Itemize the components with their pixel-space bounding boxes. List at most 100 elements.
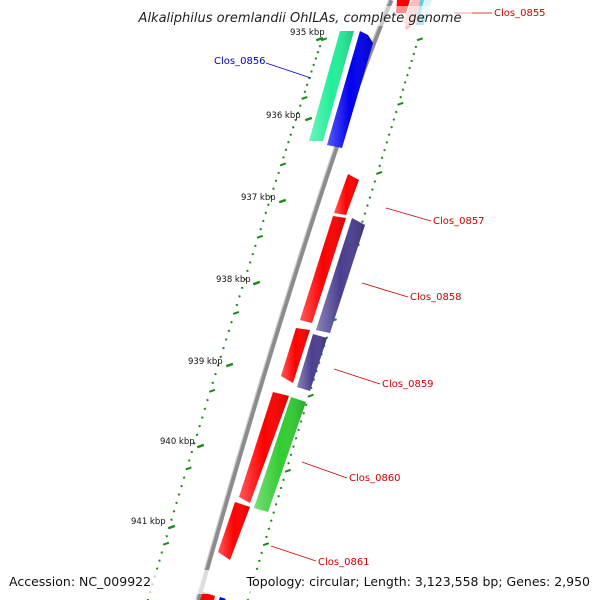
kbp-tick-941 [167, 524, 176, 530]
track-dot [292, 445, 295, 448]
track-dot [155, 567, 159, 570]
track-dot [277, 171, 280, 175]
track-dot [216, 364, 220, 367]
track-dot [251, 252, 255, 256]
kbp-label-939: 939 kbp [188, 357, 223, 367]
gene-clos-0858[interactable] [316, 218, 365, 333]
track-dot [282, 478, 285, 482]
track-dot [274, 503, 278, 506]
track-dot [187, 459, 191, 462]
gene-label-clos-0858[interactable]: Clos_0858 [410, 292, 462, 303]
gene-clos-0857[interactable] [300, 174, 359, 323]
track-dot [224, 338, 228, 341]
track-dot [270, 519, 273, 522]
track-dot [195, 433, 199, 437]
kbp-label-938: 938 kbp [216, 275, 251, 285]
track-dot [284, 468, 292, 473]
track-dot [307, 393, 314, 398]
track-dot [255, 567, 259, 571]
kbp-tick-937 [278, 198, 287, 204]
track-dot [146, 598, 150, 600]
track-dot [208, 388, 216, 393]
track-dot [363, 212, 367, 215]
track-dot [272, 187, 275, 190]
kbp-tick-936 [304, 116, 313, 122]
track-dot [378, 164, 381, 168]
track-dot [406, 73, 409, 77]
track-dot [305, 83, 309, 87]
track-dot [248, 261, 252, 264]
kbp-label-935: 935 kbp [290, 28, 325, 38]
track-dot [282, 156, 285, 159]
gene-label-clos-0857[interactable]: Clos_0857 [433, 216, 485, 227]
gene-clos-0861[interactable] [218, 502, 250, 560]
accession-text: Accession: NC_009922 [9, 574, 151, 589]
track-dot [284, 148, 288, 152]
track-dot [361, 220, 364, 223]
track-dot [299, 104, 302, 107]
track-dot [397, 101, 404, 106]
track-dot [240, 286, 244, 290]
inner-dotted-track [146, 37, 328, 600]
track-dot [264, 211, 268, 215]
track-dot [246, 269, 249, 273]
map-title: Alkaliphilus oremlandii OhILAs, complete… [138, 11, 462, 26]
track-dot [272, 511, 275, 514]
gene-label-clos-0859[interactable]: Clos_0859 [382, 379, 434, 390]
track-dot [246, 598, 250, 600]
track-dot [172, 510, 176, 513]
track-dot [318, 44, 322, 48]
track-dot [294, 118, 297, 122]
track-dot [299, 420, 303, 423]
genome-backbone [195, 0, 394, 600]
track-dot [296, 111, 300, 115]
track-dot [394, 110, 398, 114]
gene-label-clos-0856[interactable]: Clos_0856 [214, 56, 266, 67]
track-dot [230, 320, 233, 324]
track-dot [412, 52, 416, 56]
track-dot [320, 37, 328, 42]
track-dot [291, 126, 295, 129]
track-dot [162, 541, 170, 546]
track-dot [262, 542, 270, 547]
track-dot [206, 398, 209, 402]
track-dot [193, 442, 196, 445]
footer-backdrop [0, 570, 600, 594]
track-dot [243, 278, 247, 281]
gene-clos-0860[interactable] [239, 392, 306, 512]
kbp-label-936: 936 kbp [266, 111, 301, 121]
track-dot [177, 493, 181, 496]
track-dot [214, 372, 217, 376]
track-dot [287, 140, 290, 144]
track-dot [180, 484, 183, 488]
track-dot [303, 90, 307, 93]
track-dot [182, 476, 186, 479]
gene-label-clos-0861[interactable]: Clos_0861 [318, 557, 370, 568]
track-dot [310, 70, 313, 73]
track-dot [392, 118, 396, 121]
gene-clos-0859[interactable] [281, 328, 327, 391]
track-dot [414, 45, 418, 49]
track-dot [219, 355, 223, 359]
track-dot [279, 486, 283, 490]
track-dot [410, 59, 413, 63]
track-dot [302, 411, 305, 415]
track-dot [279, 162, 287, 167]
track-dot [267, 527, 271, 531]
track-dot [297, 428, 300, 432]
track-dot [373, 180, 377, 183]
track-dot [232, 310, 240, 315]
track-dot [304, 403, 308, 407]
track-dot [238, 295, 241, 298]
track-dot [312, 63, 315, 67]
track-dot [267, 203, 270, 206]
gene-clos-0856[interactable] [309, 31, 373, 148]
track-dot [170, 518, 173, 521]
gene-label-clos-0855[interactable]: Clos_0855 [494, 8, 546, 19]
track-dot [235, 303, 239, 307]
track-dot [316, 50, 320, 54]
gene-label-clos-0860[interactable]: Clos_0860 [349, 473, 401, 484]
track-dot [368, 196, 372, 199]
